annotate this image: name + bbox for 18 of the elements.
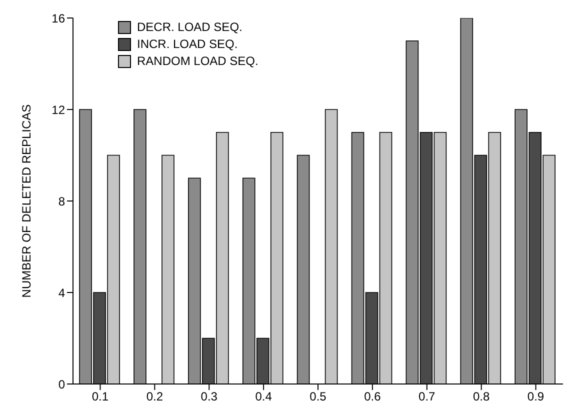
x-tick-label: 0.2 [146, 390, 164, 404]
x-tick-label: 0.7 [418, 390, 436, 404]
y-tick-label: 4 [58, 286, 66, 300]
legend-label: RANDOM LOAD SEQ. [137, 54, 258, 68]
x-tick-label: 0.5 [310, 390, 327, 404]
legend-label: INCR. LOAD SEQ. [137, 37, 238, 51]
y-axis-title: NUMBER OF DELETED REPLICAS [19, 104, 34, 298]
y-tick-label: 12 [52, 102, 66, 117]
y-tick-label: 8 [58, 194, 66, 208]
x-tick-label: 0.6 [364, 390, 382, 404]
x-tick-label: 0.3 [200, 390, 218, 404]
legend-label: DECR. LOAD SEQ. [137, 20, 242, 34]
x-tick-label: 0.9 [527, 390, 544, 404]
y-tick-label: 16 [52, 11, 66, 26]
x-tick-label: 0.1 [92, 390, 109, 404]
y-tick-label: 0 [58, 377, 66, 392]
x-tick-label: 0.8 [472, 390, 490, 404]
x-tick-label: 0.4 [255, 390, 272, 404]
